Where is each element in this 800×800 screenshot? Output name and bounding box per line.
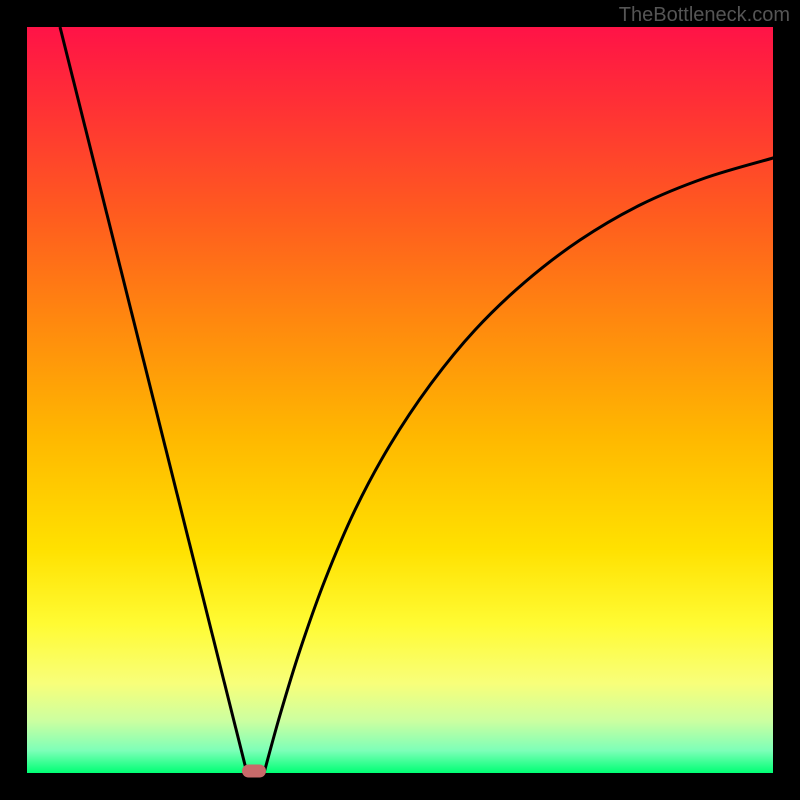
gradient-background — [27, 27, 773, 773]
watermark-text: TheBottleneck.com — [619, 4, 790, 27]
plot-area — [27, 27, 773, 773]
chart-container: TheBottleneck.com — [0, 0, 800, 800]
minimum-marker — [242, 765, 266, 778]
